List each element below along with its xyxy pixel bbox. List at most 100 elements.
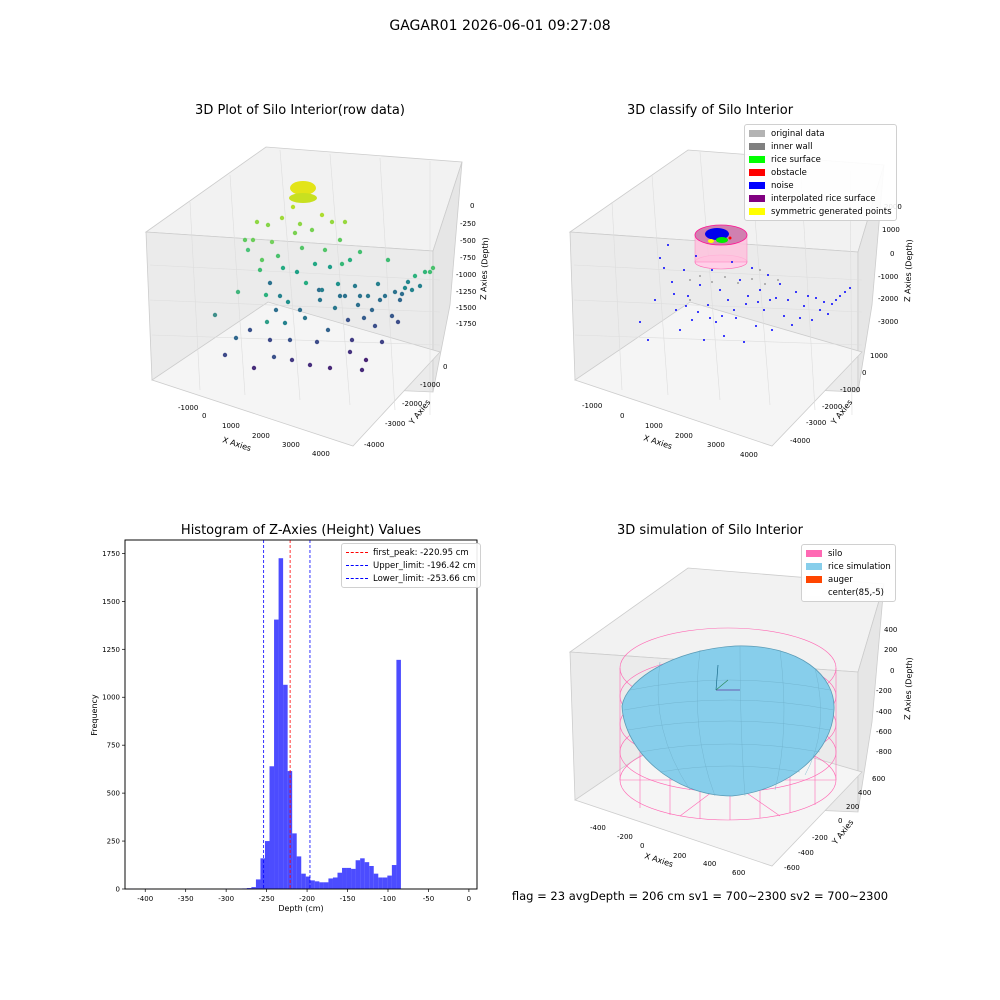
histogram-chart: -400 -350 -300 -250 -200 -150 -100 -50 0 0 250 500… xyxy=(90,539,478,913)
rice-surface-cluster xyxy=(705,228,732,243)
raw-ytick: -4000 xyxy=(364,441,384,449)
noise-point xyxy=(675,309,677,311)
legend-swatch xyxy=(749,156,765,163)
simulation-ztick: -200 xyxy=(876,687,892,695)
histogram-bar xyxy=(255,879,261,889)
simulation-z-ticks: 400 200 0 -200 -400 -600 -800 xyxy=(876,626,897,756)
simulation-xtick: 600 xyxy=(732,869,745,877)
raw-ztick: -250 xyxy=(460,220,476,228)
legend-swatch xyxy=(806,589,822,596)
legend-item-first-peak: first_peak: -220.95 cm xyxy=(346,546,476,559)
noise-point xyxy=(791,324,793,326)
histogram-bar xyxy=(274,619,279,889)
raw-data-point xyxy=(235,289,241,295)
original-data-point xyxy=(777,279,779,281)
figure-title: GAGAR01 2026-06-01 09:27:08 xyxy=(389,18,611,34)
noise-point xyxy=(671,281,673,283)
histogram-x-tick-label: -350 xyxy=(178,895,194,903)
legend-item-interpolated: interpolated rice surface xyxy=(749,192,892,205)
raw-data-point xyxy=(309,227,315,233)
raw-data-point xyxy=(299,245,305,251)
histogram-bar xyxy=(278,558,284,889)
histogram-y-tick-label: 1250 xyxy=(102,646,120,654)
noise-point xyxy=(779,283,781,285)
raw-x-ticks: -1000 0 1000 2000 3000 4000 xyxy=(178,404,330,458)
histogram-bar xyxy=(328,878,333,889)
simulation-ztick: 400 xyxy=(884,626,897,634)
raw-data-point xyxy=(285,299,291,305)
raw-data-point xyxy=(430,265,436,271)
classify-ytick: 0 xyxy=(862,369,866,377)
histogram-bar xyxy=(246,888,252,889)
legend-item-center: center(85,-5) xyxy=(806,586,891,599)
simulation-ztick: 200 xyxy=(884,646,897,654)
noise-point xyxy=(673,293,675,295)
noise-point xyxy=(803,305,805,307)
original-data-point xyxy=(689,299,691,301)
raw-gridlines xyxy=(149,149,441,415)
raw-data-point xyxy=(329,219,335,225)
noise-point xyxy=(654,299,656,301)
simulation-ytick: 400 xyxy=(858,789,871,797)
raw-data-point xyxy=(359,367,365,373)
noise-point xyxy=(745,303,747,305)
simulation-3d-plot: -400 -200 0 200 400 600 X Axies 600 400 … xyxy=(568,567,914,877)
histogram-bar xyxy=(382,877,388,889)
histogram-y-label: Frequency xyxy=(90,694,99,736)
histogram-bar xyxy=(337,872,343,889)
histogram-y-tick-label: 1000 xyxy=(102,694,120,702)
original-data-point xyxy=(689,279,691,281)
raw-data-point xyxy=(259,257,265,263)
raw-data-point xyxy=(349,337,355,343)
raw-data-point xyxy=(325,327,331,333)
raw-data-point xyxy=(357,293,363,299)
histogram-bar xyxy=(387,875,392,889)
rice-mesh xyxy=(623,645,835,797)
legend-item-silo: silo xyxy=(806,547,891,560)
simulation-y-label: Y Axies xyxy=(830,818,856,847)
raw-data-point xyxy=(279,215,285,221)
raw-data-point xyxy=(302,315,308,321)
raw-data-point xyxy=(322,247,328,253)
classify-xtick: 3000 xyxy=(707,441,725,449)
histogram-bar xyxy=(264,841,270,889)
original-data-point xyxy=(711,281,713,283)
legend-label: original data xyxy=(771,128,825,139)
raw-data-point xyxy=(292,230,298,236)
classify-plot-title: 3D classify of Silo Interior xyxy=(626,103,794,118)
noise-point xyxy=(663,267,665,269)
classify-x-ticks: -1000 0 1000 2000 3000 4000 xyxy=(582,402,758,459)
raw-data-point xyxy=(365,293,371,299)
raw-data-point xyxy=(339,261,345,267)
histogram-x-tick-label: 0 xyxy=(467,895,471,903)
noise-point xyxy=(771,329,773,331)
noise-point xyxy=(815,297,817,299)
legend-item-symmetric: symmetric generated points xyxy=(749,205,892,218)
simulation-x-ticks: -400 -200 0 200 400 600 xyxy=(590,824,745,877)
legend-label: noise xyxy=(771,180,794,191)
raw-data-point xyxy=(254,219,260,225)
histogram-bar xyxy=(391,865,397,889)
histogram-bar xyxy=(310,880,315,889)
raw-ztick: -750 xyxy=(460,254,476,262)
raw-data-point xyxy=(422,269,428,275)
noise-point xyxy=(709,317,711,319)
simulation-xtick: -400 xyxy=(590,824,606,832)
noise-point xyxy=(799,317,801,319)
raw-ztick: -1250 xyxy=(456,288,476,296)
classify-xtick: 2000 xyxy=(675,432,693,440)
original-data-point xyxy=(724,276,726,278)
raw-data-point xyxy=(277,293,283,299)
noise-point xyxy=(639,321,641,323)
histogram-bar xyxy=(351,868,356,889)
legend-label: rice surface xyxy=(771,154,821,165)
raw-data-point xyxy=(251,365,257,371)
raw-data-point xyxy=(399,291,405,297)
noise-point xyxy=(733,309,735,311)
simulation-ytick: 0 xyxy=(838,817,842,825)
simulation-ytick: -600 xyxy=(784,864,800,872)
raw-data-point xyxy=(347,349,353,355)
simulation-x-label: X Axies xyxy=(643,851,674,869)
raw-data-point xyxy=(233,335,239,341)
noise-point xyxy=(849,287,851,289)
